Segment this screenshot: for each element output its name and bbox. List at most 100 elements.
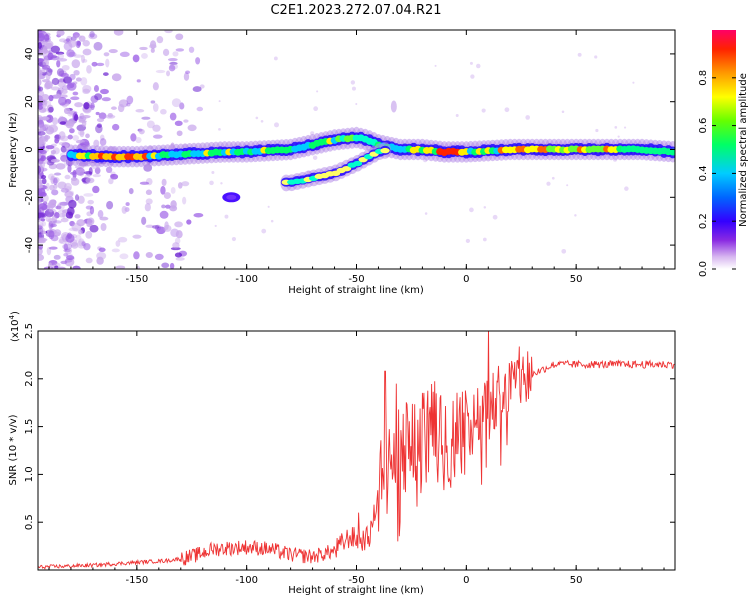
noise-speck <box>55 205 62 210</box>
noise-speck <box>38 225 43 230</box>
snr-ytick-label: 2.5 <box>24 323 35 339</box>
noise-speck <box>44 124 51 128</box>
noise-speck <box>117 104 125 113</box>
noise-speck <box>38 102 43 107</box>
noise-speck <box>164 221 169 231</box>
noise-speck <box>101 97 111 102</box>
spectrogram-panel: -150 -100 -50 0 50 -40 -20 0 20 40 Height of stra… <box>8 29 676 296</box>
noise-speck <box>90 102 95 111</box>
noise-speck <box>231 236 237 242</box>
snr-xtick-label: -150 <box>125 575 148 586</box>
noise-speck <box>128 187 134 195</box>
noise-speck <box>270 219 274 223</box>
snr-xtick-label: 50 <box>570 575 583 586</box>
noise-speck <box>58 141 66 146</box>
noise-speck <box>48 106 54 113</box>
spectrogram-ytick-label: -40 <box>24 237 35 253</box>
snr-xlabel: Height of straight line (km) <box>288 585 424 596</box>
band-core <box>341 165 352 172</box>
noise-speck <box>49 246 58 250</box>
noise-speck <box>60 145 67 153</box>
noise-speck <box>182 196 187 205</box>
noise-speck <box>38 165 41 174</box>
noise-speck <box>95 124 103 134</box>
noise-speck <box>93 41 103 51</box>
colorbar-tick-label: 0.4 <box>698 165 709 181</box>
noise-speck <box>73 69 80 76</box>
noise-speck <box>70 177 78 182</box>
noise-speck <box>66 82 77 91</box>
spectrogram-ytick-label: 40 <box>24 48 35 61</box>
noise-speck <box>179 102 185 110</box>
spectrogram-ytick-label: 0 <box>24 146 35 152</box>
noise-speck <box>39 191 47 197</box>
noise-speck <box>174 252 183 258</box>
noise-speck <box>47 52 54 61</box>
noise-speck <box>469 61 473 65</box>
noise-speck <box>62 243 73 250</box>
noise-speck <box>110 106 117 110</box>
noise-speck <box>38 131 46 136</box>
noise-speck <box>176 130 183 137</box>
isolated-spot-core <box>226 194 237 200</box>
spectrogram-xtick-label: -100 <box>235 274 258 285</box>
noise-speck <box>82 40 90 47</box>
noise-speck <box>566 184 569 187</box>
noise-speck <box>100 223 107 232</box>
spectrogram-ytick-label: -20 <box>24 189 35 205</box>
band-core <box>352 160 363 167</box>
spectrogram-xtick-label: -150 <box>125 274 148 285</box>
noise-speck <box>58 38 67 43</box>
colorbar: 0.0 0.2 0.4 0.6 0.8 Normalized spectral ampl… <box>698 30 749 277</box>
noise-speck <box>89 30 95 38</box>
noise-speck <box>152 82 159 91</box>
noise-speck <box>80 54 86 64</box>
noise-speck <box>53 177 58 186</box>
noise-speck <box>139 181 150 185</box>
noise-speck <box>170 187 176 194</box>
noise-speck <box>99 138 107 146</box>
figure-title: C2E1.2023.272.07.04.R21 <box>270 3 441 18</box>
noise-speck <box>133 251 140 260</box>
noise-speck <box>63 252 69 257</box>
noise-speck <box>168 64 176 72</box>
noise-speck <box>96 251 107 260</box>
snr-ytick-label: 1.0 <box>24 466 35 482</box>
noise-speck <box>624 186 629 191</box>
noise-speck <box>350 80 356 85</box>
noise-speck <box>71 242 79 249</box>
noise-speck <box>52 220 62 224</box>
noise-speck <box>56 266 66 269</box>
spectrogram-ylabel: Frequency (Hz) <box>8 112 19 188</box>
noise-speck <box>74 214 81 219</box>
noise-speck <box>38 96 43 101</box>
noise-speck <box>57 58 68 62</box>
noise-speck <box>175 48 185 52</box>
noise-speck <box>84 174 90 179</box>
noise-speck <box>273 56 278 61</box>
colorbar-tick-label: 0.8 <box>698 70 709 86</box>
noise-speck <box>64 191 74 198</box>
noise-speck <box>351 86 356 91</box>
noise-speck <box>150 48 155 53</box>
noise-speck <box>75 234 82 242</box>
noise-speck <box>74 102 83 108</box>
noise-speck <box>94 167 101 175</box>
noise-speck <box>73 114 79 121</box>
noise-speck <box>141 216 147 225</box>
noise-speck <box>465 238 470 244</box>
noise-speck <box>83 102 90 110</box>
noise-speck <box>42 58 49 67</box>
noise-speck <box>38 74 44 80</box>
noise-speck <box>75 40 81 49</box>
noise-speck <box>214 224 217 228</box>
noise-speck <box>125 202 130 206</box>
noise-speck <box>103 52 110 57</box>
noise-speck <box>469 207 474 213</box>
noise-speck <box>55 51 65 55</box>
noise-speck <box>78 229 83 235</box>
noise-speck <box>155 69 166 74</box>
noise-speck <box>97 210 104 219</box>
noise-speck <box>126 95 134 105</box>
colorbar-tick-label: 0.0 <box>698 261 709 277</box>
